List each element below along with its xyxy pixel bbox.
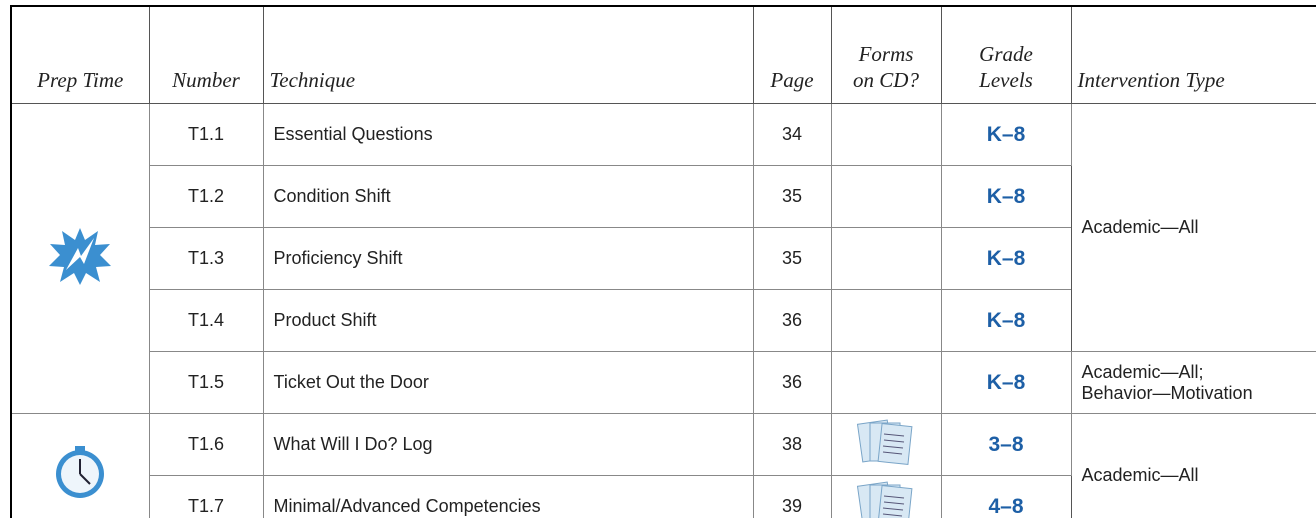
intervention-text: Academic—All; (1081, 361, 1204, 382)
row: T1.4 Product Shift 36 K–8 (11, 289, 1316, 352)
number: T1.2 (148, 165, 264, 228)
technique-table: Prep Time Number Technique Page Forms on… (10, 5, 1316, 518)
header: Prep Time (10, 5, 149, 104)
row: T1.6 What Will I Do? Log 38 3–8 Academic—All (10, 413, 1316, 518)
page: 38 (752, 413, 832, 476)
number: T1.5 (148, 351, 264, 414)
technique: Condition Shift (262, 165, 754, 228)
grade: K–8 (940, 351, 1072, 414)
prep-time (10, 413, 150, 518)
forms (830, 413, 942, 476)
header: Grade Levels (940, 5, 1071, 104)
forms (830, 475, 942, 518)
intervention-text: Academic—All (1081, 217, 1199, 237)
row: T1.3 Proficiency Shift 35 K–8 (11, 227, 1316, 290)
row: T1.1 Essential Questions 34 K–8 Academic—All (10, 103, 1316, 414)
technique: What Will I Do? Log (262, 413, 754, 476)
header: Intervention Type (1070, 5, 1316, 104)
intervention: Academic—All (1070, 413, 1316, 518)
page: 35 (752, 165, 832, 228)
page: 39 (752, 475, 832, 518)
technique: Proficiency Shift (262, 227, 754, 290)
forms (830, 289, 942, 352)
forms (830, 351, 942, 414)
row: T1.5 Ticket Out the Door 36 K–8 Academic—All… (11, 351, 1316, 414)
intervention-text: Behavior—Motivation (1081, 382, 1253, 403)
technique: Product Shift (262, 289, 754, 352)
quick-icon (49, 228, 112, 285)
number: T1.3 (148, 227, 264, 290)
technique: Ticket Out the Door (262, 351, 754, 414)
intervention: Academic—All (1070, 103, 1316, 352)
header: Number (148, 5, 263, 104)
header: Technique (262, 5, 753, 104)
page: 36 (752, 289, 832, 352)
number: T1.1 (148, 103, 264, 166)
header: Page (752, 5, 831, 104)
technique: Minimal/Advanced Competencies (262, 475, 754, 518)
intervention-text: Academic—All (1081, 465, 1199, 485)
page: 36 (752, 351, 832, 414)
page: 35 (752, 227, 832, 290)
number: T1.4 (148, 289, 264, 352)
row: T1.2 Condition Shift 35 K–8 (11, 165, 1316, 228)
grade: K–8 (940, 165, 1072, 228)
technique: Essential Questions (262, 103, 754, 166)
forms (830, 165, 942, 228)
grade: 3–8 (940, 413, 1072, 476)
page: 34 (752, 103, 832, 166)
grade: K–8 (940, 103, 1072, 166)
prep-time (10, 103, 150, 414)
row: T1.7 Minimal/Advanced Competencies 39 4–8 (11, 475, 1316, 518)
forms (830, 103, 942, 166)
forms-icon (856, 419, 913, 466)
clock-icon (56, 446, 105, 498)
grade: 4–8 (940, 475, 1072, 518)
forms (830, 227, 942, 290)
number: T1.7 (148, 475, 264, 518)
forms-icon (856, 481, 913, 518)
intervention: Academic—All; Behavior—Motivation (1070, 351, 1316, 414)
header: Forms on CD? (830, 5, 941, 104)
grade: K–8 (940, 289, 1072, 352)
number: T1.6 (148, 413, 264, 476)
grade: K–8 (940, 227, 1072, 290)
